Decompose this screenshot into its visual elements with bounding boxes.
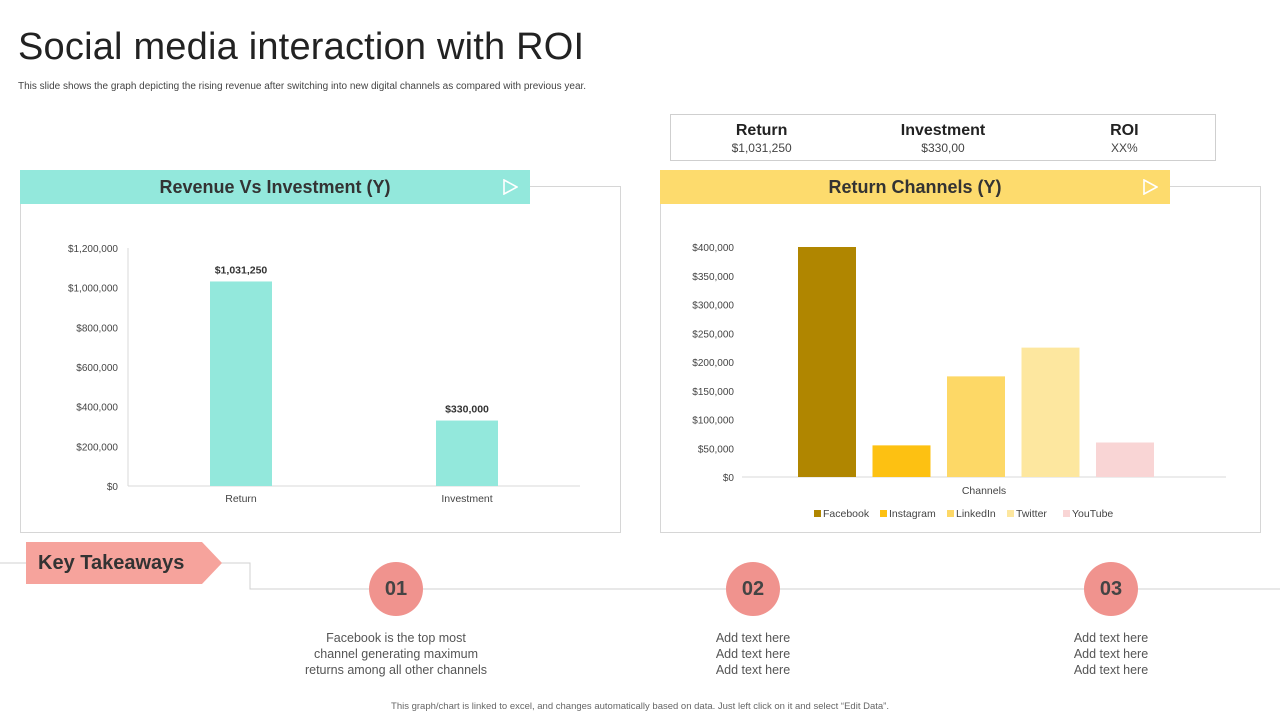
y-tick-label: $150,000 — [692, 387, 734, 398]
y-tick-label: $200,000 — [692, 358, 734, 369]
takeaway-line: Add text here — [715, 631, 791, 645]
y-tick-label: $300,000 — [692, 301, 734, 312]
bar-youtube — [1096, 442, 1154, 477]
takeaway-number-1: 01 — [369, 562, 423, 616]
y-tick-label: $100,000 — [692, 416, 734, 427]
takeaway-line: returns among all other channels — [304, 663, 488, 677]
bar-instagram — [872, 445, 931, 477]
y-tick-label: $400,000 — [76, 403, 118, 414]
bar-facebook — [798, 247, 856, 477]
summary-return-label: Return — [735, 122, 788, 139]
summary-roi-value: XX% — [1110, 141, 1138, 155]
legend-label-instagram: Instagram — [889, 508, 936, 520]
bar-investment — [436, 420, 498, 486]
summary-return: Return $1,031,250 — [671, 115, 852, 160]
return-channels-chart: $0 $50,000 $100,000 $150,000 $200,000 $250,00… — [692, 243, 1226, 520]
data-label: $1,031,250 — [215, 264, 268, 276]
legend-swatch-twitter — [1007, 510, 1014, 517]
x-axis-title: Channels — [962, 485, 1006, 497]
y-tick-label: $0 — [107, 482, 119, 493]
legend-label-linkedin: LinkedIn — [956, 508, 996, 520]
key-takeaways-heading: Key Takeaways — [38, 552, 185, 574]
takeaway-line: Add text here — [1073, 647, 1149, 661]
x-tick-label: Investment — [441, 493, 492, 505]
y-tick-label: $400,000 — [692, 243, 734, 254]
key-takeaways-badge — [26, 542, 222, 584]
summary-roi-label: ROI — [1110, 122, 1139, 139]
takeaway-line: Add text here — [715, 647, 791, 661]
legend-swatch-youtube — [1063, 510, 1070, 517]
legend-label-facebook: Facebook — [823, 508, 870, 520]
takeaway-text-1: Facebook is the top most channel generat… — [276, 630, 516, 678]
footer-note: This graph/chart is linked to excel, and… — [391, 701, 889, 712]
summary-investment-label: Investment — [900, 122, 986, 139]
legend-swatch-instagram — [880, 510, 887, 517]
bar-return — [210, 281, 272, 486]
bar-linkedin — [947, 376, 1005, 477]
y-tick-label: $0 — [723, 473, 735, 484]
summary-roi: ROI XX% — [1034, 115, 1215, 160]
page-subtitle: This slide shows the graph depicting the… — [18, 81, 587, 92]
channels-chart-title: Return Channels (Y) — [828, 176, 1002, 197]
y-tick-label: $1,200,000 — [68, 244, 118, 255]
takeaway-number-3: 03 — [1084, 562, 1138, 616]
channels-chart-banner: Return Channels (Y) — [660, 170, 1170, 204]
y-tick-label: $250,000 — [692, 329, 734, 340]
y-tick-label: $600,000 — [76, 363, 118, 374]
takeaway-line: Add text here — [715, 663, 791, 677]
takeaway-line: Add text here — [1073, 663, 1149, 677]
takeaway-line: channel generating maximum — [314, 647, 478, 661]
takeaway-text-3: Add text here Add text here Add text her… — [991, 630, 1231, 678]
page-title: Social media interaction with ROI — [18, 26, 585, 68]
revenue-chart-panel — [20, 186, 621, 533]
play-icon — [503, 179, 518, 195]
summary-investment: Investment $330,00 — [852, 115, 1033, 160]
y-tick-label: $350,000 — [692, 272, 734, 283]
takeaway-number-2: 02 — [726, 562, 780, 616]
takeaway-line: Add text here — [1073, 631, 1149, 645]
y-tick-label: $800,000 — [76, 323, 118, 334]
takeaway-line: Facebook is the top most — [326, 631, 466, 645]
summary-return-value: $1,031,250 — [731, 141, 792, 155]
revenue-chart-banner: Revenue Vs Investment (Y) — [20, 170, 530, 204]
play-icon — [1143, 179, 1158, 195]
bar-twitter — [1021, 347, 1080, 477]
takeaway-text-2: Add text here Add text here Add text her… — [633, 630, 873, 678]
legend-swatch-facebook — [814, 510, 821, 517]
revenue-investment-chart: $0 $200,000 $400,000 $600,000 $800,000 $1,000… — [68, 244, 580, 505]
legend-label-twitter: Twitter — [1016, 508, 1047, 520]
summary-investment-value: $330,00 — [921, 141, 965, 155]
revenue-chart-title: Revenue Vs Investment (Y) — [159, 176, 391, 197]
y-tick-label: $1,000,000 — [68, 284, 118, 295]
y-tick-label: $200,000 — [76, 442, 118, 453]
legend-swatch-linkedin — [947, 510, 954, 517]
x-tick-label: Return — [225, 493, 257, 505]
summary-box: Return $1,031,250 Investment $330,00 ROI… — [670, 114, 1216, 161]
legend-label-youtube: YouTube — [1072, 508, 1113, 520]
y-tick-label: $50,000 — [698, 444, 735, 455]
data-label: $330,000 — [445, 404, 489, 416]
